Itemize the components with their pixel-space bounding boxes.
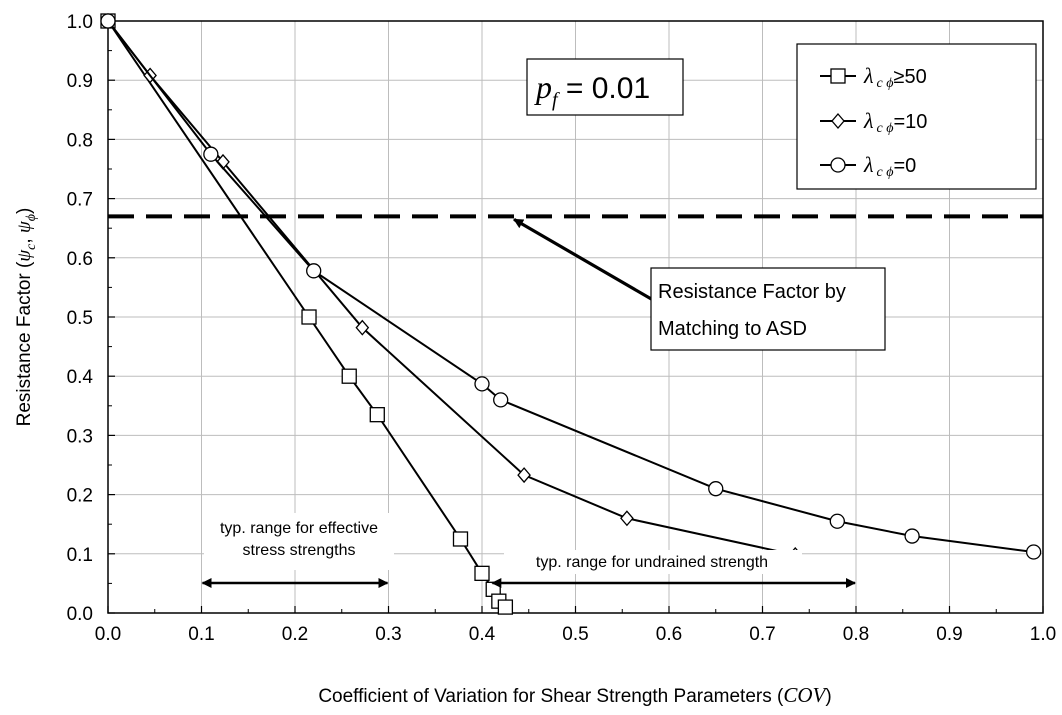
x-axis-title-text: Coefficient of Variation for Shear Stren… (318, 686, 784, 707)
data-series (100, 13, 1042, 615)
legend-value: ≥50 (894, 66, 927, 88)
y-axis-close: ) (14, 208, 35, 214)
data-point-circle (474, 376, 490, 392)
pf-value: = 0.01 (558, 72, 651, 105)
x-tick-label: 0.8 (843, 624, 869, 645)
y-tick-label: 0.7 (67, 190, 93, 211)
x-axis-title-close: ) (825, 686, 831, 707)
y-axis-sep: , (14, 233, 35, 244)
data-point-diamond (517, 467, 531, 484)
data-point-square (341, 368, 357, 384)
legend-marker-circle (830, 157, 846, 173)
legend-value: =10 (894, 111, 928, 133)
legend-subscript: c ϕ (877, 165, 894, 180)
data-point-diamond (620, 510, 634, 527)
x-tick-label: 0.6 (656, 624, 682, 645)
legend-lambda: λ (863, 152, 874, 177)
pf-label-text: pf = 0.01 (534, 69, 650, 111)
y-tick-labels: 0.0 0.1 0.2 0.3 0.4 0.5 0.6 0.7 0.8 0.9 1.0 (67, 12, 94, 625)
y-tick-label: 1.0 (67, 12, 93, 33)
legend-lambda: λ (863, 63, 874, 88)
legend-marker-square (830, 68, 846, 84)
annotation-arrows (201, 217, 856, 588)
data-point-circle (100, 13, 116, 29)
effective-range-line1: typ. range for effective (220, 520, 378, 537)
y-tick-label: 0.0 (67, 604, 93, 625)
undrained-range-text: typ. range for undrained strength (536, 554, 768, 571)
y-tick-label: 0.3 (67, 426, 93, 447)
data-point-circle (708, 481, 724, 497)
undrained-range-label: typ. range for undrained strength (504, 550, 802, 574)
y-axis-title-text: Resistance Factor ( (14, 261, 35, 426)
data-point-circle (306, 263, 322, 279)
axis-ticks (107, 20, 1044, 614)
y-axis-sub-c: c (24, 243, 39, 250)
x-axis-title: Coefficient of Variation for Shear Stren… (318, 683, 831, 707)
data-point-circle (1026, 544, 1042, 560)
y-tick-label: 0.1 (67, 545, 93, 566)
x-tick-label: 0.9 (936, 624, 962, 645)
y-axis-title: Resistance Factor (ψc, ψϕ) (14, 208, 39, 427)
legend-lambda: λ (863, 108, 874, 133)
data-point-square (474, 565, 490, 581)
data-point-circle (203, 146, 219, 162)
x-tick-label: 0.7 (749, 624, 775, 645)
legend-subscript: c ϕ (877, 121, 894, 136)
asd-annotation-line2: Matching to ASD (658, 318, 807, 340)
x-tick-label: 0.1 (188, 624, 214, 645)
data-point-square (452, 531, 469, 547)
asd-annotation: Resistance Factor by Matching to ASD (650, 267, 886, 351)
y-tick-label: 0.9 (67, 71, 93, 92)
x-tick-label: 0.0 (95, 624, 121, 645)
data-point-circle (829, 513, 845, 529)
pf-label-box (526, 58, 684, 116)
effective-range-label-box (204, 513, 394, 570)
y-tick-label: 0.5 (67, 308, 93, 329)
pf-symbol: p (534, 69, 552, 105)
legend-subscript: c ϕ (877, 76, 894, 91)
y-axis-psi-c: ψ (14, 249, 35, 262)
x-tick-label: 0.4 (469, 624, 496, 645)
y-axis-sub-phi: ϕ (24, 214, 39, 221)
asd-annotation-box (650, 267, 886, 351)
effective-range-line2: stress strengths (243, 542, 356, 559)
x-tick-label: 1.0 (1030, 624, 1056, 645)
legend-value: =0 (894, 155, 917, 177)
asd-arrow (513, 217, 654, 302)
data-point-square (301, 309, 317, 325)
y-tick-label: 0.4 (67, 367, 94, 388)
undrained-range-label-box (504, 550, 802, 574)
data-point-circle (904, 528, 920, 544)
x-tick-labels: 0.0 0.1 0.2 0.3 0.4 0.5 0.6 0.7 0.8 0.9 1.0 (95, 624, 1056, 645)
effective-range-label: typ. range for effective stress strength… (204, 513, 394, 570)
series-circle (100, 13, 1042, 560)
pf-subscript: f (552, 89, 560, 111)
x-axis-title-cov: COV (783, 683, 827, 707)
legend-marker-diamond (831, 113, 845, 129)
x-tick-label: 0.5 (562, 624, 588, 645)
y-tick-label: 0.8 (67, 130, 93, 151)
series-square (100, 13, 514, 615)
data-point-diamond (355, 319, 370, 336)
pf-label: pf = 0.01 (526, 58, 684, 116)
data-point-circle (493, 392, 509, 408)
x-tick-label: 0.3 (375, 624, 401, 645)
data-point-square (369, 407, 385, 423)
data-point-square (497, 599, 514, 615)
y-tick-label: 0.6 (67, 249, 93, 270)
y-tick-label: 0.2 (67, 486, 93, 507)
x-tick-label: 0.2 (282, 624, 308, 645)
y-axis-psi-phi: ψ (14, 220, 35, 233)
asd-annotation-line1: Resistance Factor by (658, 281, 846, 303)
